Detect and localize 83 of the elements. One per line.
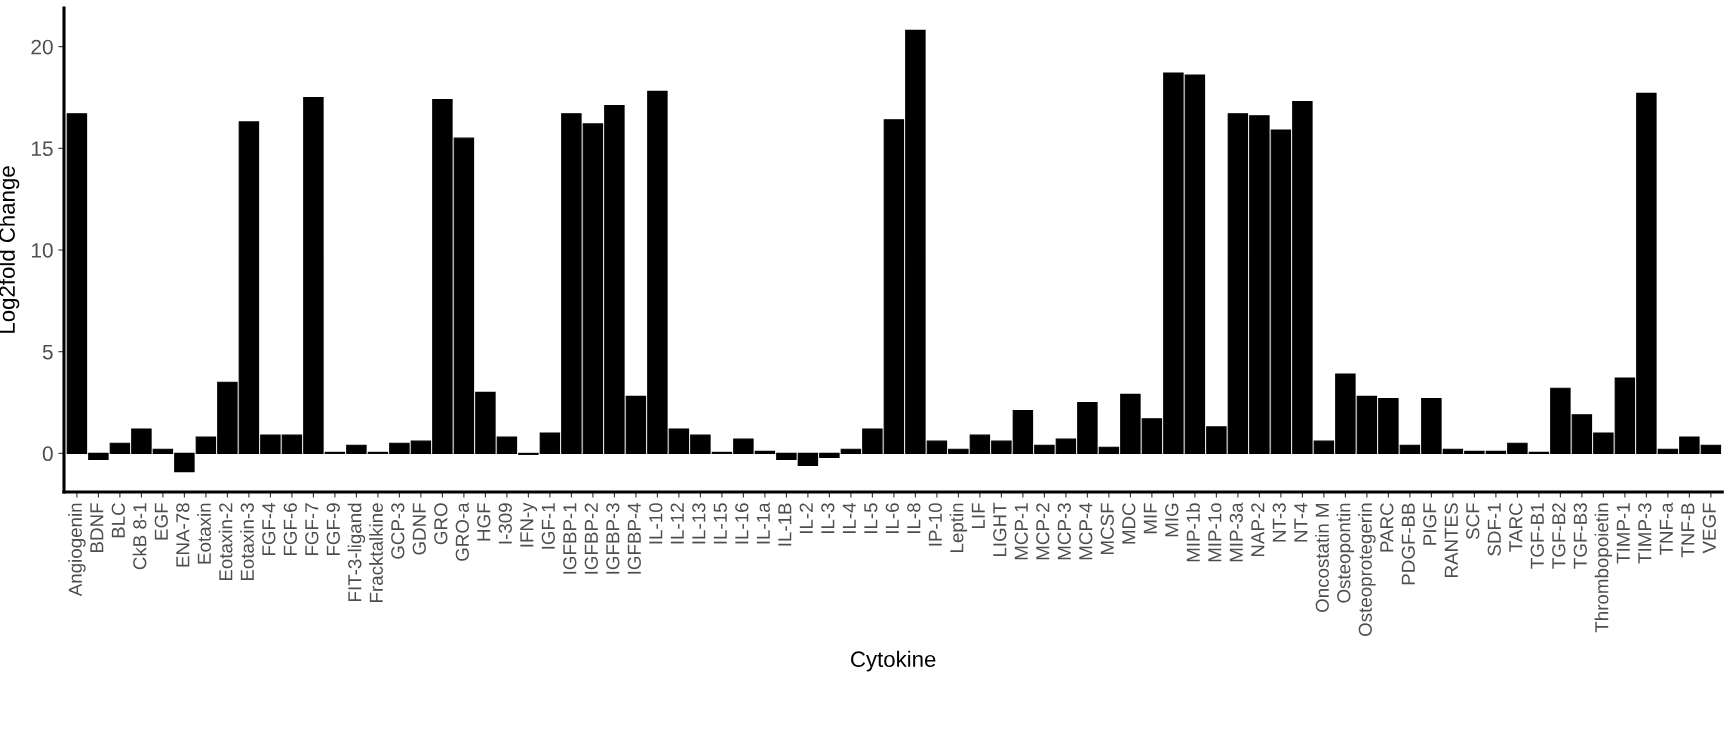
x-tick-label: IL-16 <box>735 503 749 544</box>
x-tick-label: IL-6 <box>885 503 899 533</box>
x-tick-label: PDGF-BB <box>1401 503 1415 585</box>
x-tick-label: IL-5 <box>864 503 878 533</box>
x-tick-label: Angiogenin <box>68 503 86 597</box>
x-tick-label: MCSF <box>1100 503 1114 554</box>
x-tick-label: Thrombopoietin <box>1594 503 1613 633</box>
x-tick-label: MIP-3a <box>1229 502 1243 562</box>
x-tick-label: RANTES <box>1444 503 1458 577</box>
x-axis-title: Cytokine <box>851 650 936 672</box>
x-tick-label: BLC <box>111 503 125 538</box>
y-tick-label: 15 <box>32 141 53 157</box>
x-tick-label: IGFBP-3 <box>606 503 620 574</box>
x-tick-label: IL-13 <box>692 503 706 544</box>
x-tick-label: HGF <box>477 503 491 541</box>
x-tick-label: IL-4 <box>842 502 856 533</box>
x-tick-label: SCF <box>1466 503 1480 540</box>
x-tick-label: IL-8 <box>907 503 921 533</box>
x-tick-label: VEGF <box>1702 503 1716 554</box>
x-tick-label: Osteoprotegerin <box>1358 503 1376 636</box>
x-tick-label: IGFBP-4 <box>627 502 641 574</box>
x-tick-label: IL-2 <box>799 503 813 533</box>
x-tick-label: LIGHT <box>993 502 1007 557</box>
x-tick-label: PARC <box>1380 503 1394 552</box>
x-tick-label: MCP-3 <box>1057 503 1071 560</box>
x-tick-label: EGF <box>154 503 168 540</box>
x-tick-label: FGF-7 <box>305 503 319 556</box>
x-tick-label: I-309 <box>498 503 512 544</box>
x-tick-label: TNF-B <box>1681 503 1695 558</box>
x-tick-label: Eotaxin-3 <box>240 503 254 581</box>
x-tick-label: TARC <box>1509 503 1523 552</box>
x-tick-label: MDC <box>1122 503 1136 544</box>
x-tick-label: FGF-4 <box>262 502 276 556</box>
x-tick-label: Fracktalkine <box>369 503 383 602</box>
x-tick-label: FIT-3-ligand <box>347 503 366 601</box>
x-tick-label: IL-1B <box>778 503 792 546</box>
x-tick-label: MCP-2 <box>1036 503 1050 560</box>
x-tick-label: MIG <box>1165 503 1179 537</box>
x-tick-label: NAP-2 <box>1251 503 1265 557</box>
x-tick-label: GRO <box>434 503 448 545</box>
x-tick-label: Eotaxin-2 <box>218 503 233 581</box>
x-tick-label: IL-1a <box>756 502 770 544</box>
x-tick-label: IGFBP-2 <box>584 503 598 574</box>
x-tick-label: GDNF <box>412 503 426 555</box>
y-tick-label: 0 <box>42 446 53 462</box>
x-tick-label: CkB 8-1 <box>132 503 147 570</box>
x-tick-label: TGF-B1 <box>1530 503 1544 569</box>
x-tick-label: IL-15 <box>713 503 727 544</box>
x-tick-label: MIP-1o <box>1208 503 1222 562</box>
x-tick-label: FGF-9 <box>326 503 340 556</box>
x-tick-label: IL-10 <box>649 503 663 544</box>
x-tick-label: TIMP-3 <box>1638 503 1652 564</box>
x-tick-label: BDNF <box>90 503 104 552</box>
x-tick-label: Osteopontin <box>1336 503 1355 603</box>
x-tick-label: SDF-1 <box>1487 503 1501 556</box>
x-tick-label: IGFBP-1 <box>563 503 577 574</box>
x-tick-label: TGF-B2 <box>1552 503 1566 569</box>
x-tick-label: MCP-4 <box>1079 502 1093 560</box>
y-tick-label: 5 <box>42 344 53 360</box>
x-tick-label: MCP-1 <box>1014 503 1028 560</box>
y-tick-label: 20 <box>31 39 53 55</box>
x-tick-label: IP-10 <box>928 503 942 546</box>
x-tick-label: Leptin <box>949 503 968 552</box>
x-tick-label: TIMP-1 <box>1616 503 1630 564</box>
x-tick-label: IFN-y <box>520 502 538 547</box>
x-tick-label: IL-3 <box>821 503 835 533</box>
x-tick-label: PIGF <box>1423 503 1437 545</box>
x-tick-label: GRO-a <box>455 502 469 561</box>
x-tick-label: MIP-1b <box>1186 503 1200 562</box>
x-tick-label: Oncostatin M <box>1315 503 1329 612</box>
x-tick-label: TGF-B3 <box>1573 503 1587 569</box>
x-tick-label: FGF-6 <box>283 503 297 556</box>
x-tick-label: LIF <box>971 503 985 528</box>
x-tick-label: GCP-3 <box>391 503 405 559</box>
x-tick-label: Eotaxin <box>197 503 211 564</box>
y-tick-label: 10 <box>32 243 53 258</box>
x-tick-label: ENA-78 <box>176 503 190 567</box>
x-tick-label: NT-3 <box>1272 503 1286 542</box>
x-tick-label: IGF-1 <box>541 503 555 549</box>
x-tick-label: TNF-a <box>1659 502 1673 556</box>
x-tick-label: MIF <box>1143 503 1157 534</box>
x-tick-label: IL-12 <box>670 503 684 544</box>
x-tick-label: NT-4 <box>1294 502 1308 542</box>
